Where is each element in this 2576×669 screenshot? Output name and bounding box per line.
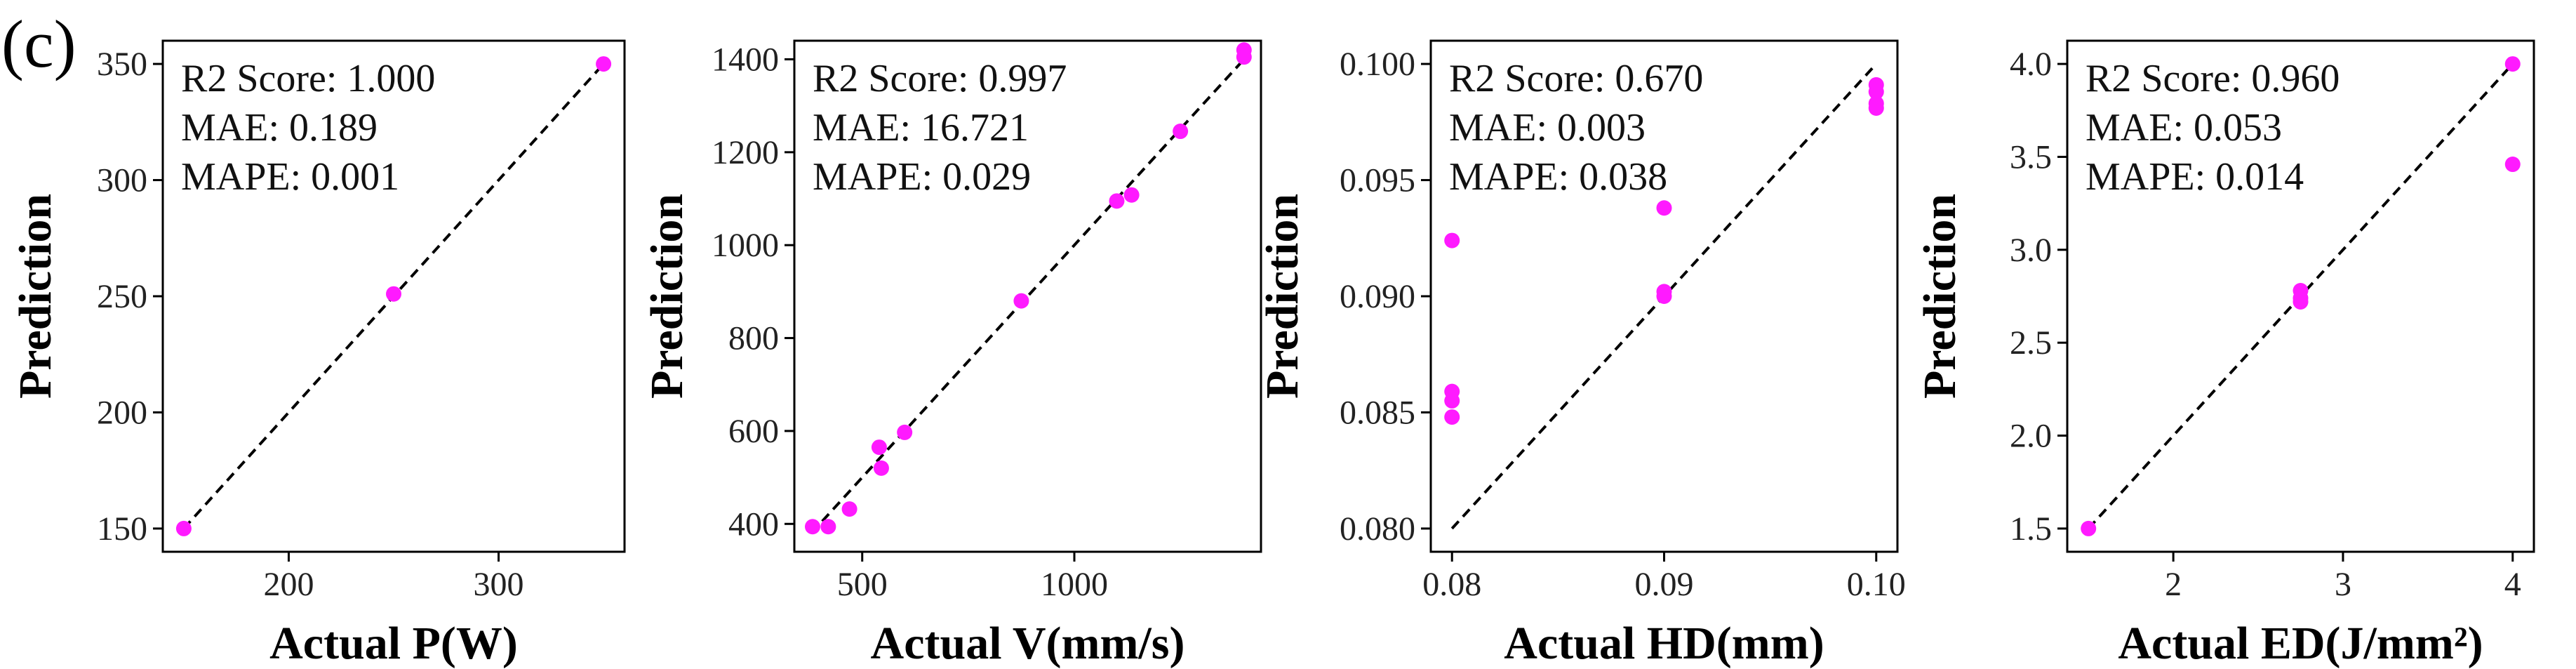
- y-tick-label: 1000: [712, 227, 779, 264]
- chart-panel-4: 1.5 2.0 2.5 3.0 3.5 4.0 2 3 4 R2 Score: 0.960 MAE:…: [1914, 39, 2535, 669]
- data-point: [873, 460, 889, 476]
- data-point: [1444, 409, 1460, 425]
- metric-mape: MAPE: 0.014: [2086, 155, 2304, 199]
- y-tick-label: 2.5: [2010, 324, 2052, 362]
- x-tick-label: 0.08: [1422, 566, 1481, 603]
- data-point: [2293, 293, 2309, 310]
- y-tick-label: 1.5: [2010, 510, 2052, 548]
- y-axis-title: Prediction: [10, 194, 61, 399]
- metric-mae: MAE: 0.189: [181, 106, 378, 150]
- panel-label: (c): [1, 6, 76, 81]
- x-axis-title: Actual ED(J/mm²): [2118, 618, 2483, 669]
- metric-r2-score: R2 Score: 0.960: [2086, 57, 2340, 100]
- y-tick-label: 250: [97, 278, 147, 315]
- x-tick-label: 1000: [1041, 566, 1108, 603]
- x-axis-title: Actual HD(mm): [1504, 618, 1824, 669]
- chart-panel-3: 0.080 0.085 0.090 0.095 0.100 0.08 0.09 0.10 R2 …: [1257, 39, 1906, 669]
- chart-panel-2: 400 600 800 1000 1200 1400 500 1000 R2 Score: 0.…: [641, 39, 1262, 669]
- y-tick-label: 0.080: [1340, 510, 1415, 548]
- metric-mae: MAE: 0.053: [2086, 106, 2282, 150]
- y-tick-label: 150: [97, 510, 147, 548]
- y-axis-title: Prediction: [1914, 194, 1966, 399]
- x-tick-label: 300: [474, 566, 524, 603]
- data-point: [1109, 193, 1125, 209]
- metric-r2-score: R2 Score: 1.000: [181, 57, 435, 100]
- y-tick-label: 3.5: [2010, 138, 2052, 175]
- chart-panel-1: 150 200 250 300 350 200 300 R2 Score: 1.000 MAE:…: [10, 39, 626, 669]
- x-axis-title: Actual P(W): [269, 618, 518, 669]
- data-point: [2504, 56, 2521, 72]
- x-tick-label: 500: [837, 566, 888, 603]
- data-point: [2504, 157, 2521, 173]
- y-tick-label: 0.085: [1340, 394, 1415, 431]
- data-point: [596, 56, 612, 72]
- data-point: [1236, 49, 1252, 65]
- data-point: [820, 519, 836, 535]
- y-tick-label: 2.0: [2010, 418, 2052, 455]
- y-tick-label: 300: [97, 162, 147, 199]
- y-tick-label: 400: [728, 505, 779, 543]
- metric-mae: MAE: 0.003: [1449, 106, 1646, 150]
- data-point: [1656, 289, 1672, 304]
- y-tick-label: 200: [97, 394, 147, 431]
- metric-mape: MAPE: 0.038: [1449, 155, 1667, 199]
- y-tick-label: 600: [728, 413, 779, 450]
- y-axis-title: Prediction: [641, 194, 693, 399]
- y-axis-title: Prediction: [1257, 194, 1308, 399]
- metric-mape: MAPE: 0.029: [813, 155, 1031, 199]
- metric-r2-score: R2 Score: 0.997: [813, 57, 1067, 100]
- data-point: [1868, 84, 1884, 100]
- metric-r2-score: R2 Score: 0.670: [1449, 57, 1703, 100]
- metric-mae: MAE: 16.721: [813, 106, 1029, 150]
- data-point: [1013, 293, 1029, 309]
- ideal-fit-line: [810, 58, 1246, 534]
- data-point: [1868, 100, 1884, 116]
- data-point: [871, 439, 887, 456]
- data-point: [897, 424, 913, 440]
- y-tick-label: 4.0: [2010, 46, 2052, 83]
- data-point: [175, 520, 192, 536]
- x-tick-label: 3: [2335, 566, 2351, 603]
- x-tick-label: 0.10: [1847, 566, 1906, 603]
- y-tick-label: 0.095: [1340, 162, 1415, 199]
- plot-frame: [2066, 39, 2535, 553]
- y-tick-label: 350: [97, 46, 147, 83]
- data-point: [1444, 232, 1460, 249]
- x-tick-label: 4: [2504, 566, 2521, 603]
- data-point: [1123, 187, 1140, 203]
- x-axis-title: Actual V(mm/s): [871, 618, 1185, 669]
- data-point: [1656, 200, 1672, 216]
- data-point: [1444, 392, 1460, 409]
- x-tick-label: 0.09: [1635, 566, 1694, 603]
- y-tick-label: 3.0: [2010, 232, 2052, 269]
- data-point: [841, 501, 857, 517]
- y-tick-label: 0.090: [1340, 278, 1415, 315]
- plot-frame: [793, 39, 1262, 553]
- data-point: [386, 286, 401, 302]
- data-point: [2081, 520, 2097, 536]
- y-tick-label: 1400: [712, 41, 779, 78]
- x-tick-label: 200: [263, 566, 314, 603]
- data-point: [804, 519, 820, 535]
- data-point: [1173, 124, 1189, 140]
- metric-mape: MAPE: 0.001: [181, 155, 399, 199]
- x-tick-label: 2: [2165, 566, 2182, 603]
- y-tick-label: 800: [728, 320, 779, 357]
- y-tick-label: 1200: [712, 134, 779, 171]
- y-tick-label: 0.100: [1340, 46, 1415, 83]
